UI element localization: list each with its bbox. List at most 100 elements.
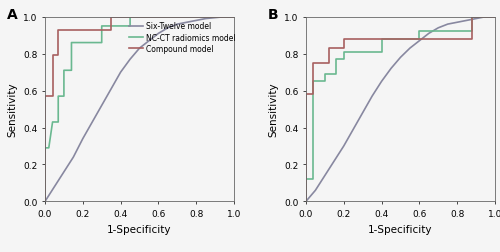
Line: Six-Twelve model: Six-Twelve model [306,18,495,202]
Six-Twelve model [360,112,366,115]
Six-Twelve model [52,185,58,188]
Six-Twelve model [426,33,432,36]
Compound model [108,16,114,19]
Compound model [340,38,346,41]
X-axis label: 1-Specificity: 1-Specificity [368,224,432,234]
Six-Twelve model [454,22,460,25]
Six-Twelve model [322,174,328,177]
NC-CT radiomics model [322,80,328,83]
Six-Twelve model [340,145,346,148]
Six-Twelve model [202,18,208,21]
NC-CT radiomics model [492,16,498,19]
Six-Twelve model [464,20,469,23]
Six-Twelve model [369,95,375,98]
Compound model [55,29,61,32]
Six-Twelve model [90,121,96,124]
Six-Twelve model [146,40,152,43]
NC-CT radiomics model [340,58,346,61]
Six-Twelve model [416,40,422,43]
Line: Six-Twelve model: Six-Twelve model [45,18,234,202]
NC-CT radiomics model [98,25,104,28]
Six-Twelve model [156,33,162,36]
Six-Twelve model [118,71,124,74]
NC-CT radiomics model [68,70,74,73]
Compound model [42,95,48,98]
Six-Twelve model [312,189,318,192]
Six-Twelve model [174,23,180,26]
Six-Twelve model [165,27,171,30]
Six-Twelve model [184,22,190,25]
Six-Twelve model [398,57,404,60]
Compound model [326,47,332,50]
NC-CT radiomics model [470,31,476,34]
Six-Twelve model [231,16,237,19]
NC-CT radiomics model [322,73,328,76]
Y-axis label: Sensitivity: Sensitivity [8,82,18,137]
Compound model [55,55,61,58]
Line: Compound model: Compound model [45,18,234,202]
Six-Twelve model [61,171,67,174]
Six-Twelve model [388,68,394,71]
Compound model [108,29,114,32]
NC-CT radiomics model [127,16,133,19]
NC-CT radiomics model [303,200,309,203]
Compound model [231,16,237,19]
NC-CT radiomics model [340,51,346,54]
Six-Twelve model [473,18,479,21]
Compound model [470,16,476,19]
Six-Twelve model [127,58,133,61]
NC-CT radiomics model [50,121,56,124]
Compound model [303,93,309,97]
NC-CT radiomics model [68,42,74,45]
NC-CT radiomics model [42,147,48,150]
Six-Twelve model [492,16,498,19]
Compound model [136,16,142,19]
Line: Compound model: Compound model [306,18,495,202]
Six-Twelve model [332,160,338,163]
NC-CT radiomics model [416,31,422,34]
Y-axis label: Sensitivity: Sensitivity [268,82,278,137]
Six-Twelve model [194,20,200,23]
NC-CT radiomics model [416,38,422,41]
Six-Twelve model [444,23,450,26]
NC-CT radiomics model [310,178,316,181]
NC-CT radiomics model [46,147,52,150]
Text: A: A [7,8,18,22]
Compound model [340,47,346,50]
Six-Twelve model [482,16,488,19]
NC-CT radiomics model [378,51,384,54]
Compound model [50,95,56,98]
NC-CT radiomics model [61,95,67,98]
Six-Twelve model [108,88,114,91]
NC-CT radiomics model [303,178,309,181]
Legend: Six-Twelve model, NC-CT radiomics model, Compound model: Six-Twelve model, NC-CT radiomics model,… [128,21,236,54]
NC-CT radiomics model [470,16,476,19]
Compound model [492,16,498,19]
NC-CT radiomics model [61,70,67,73]
NC-CT radiomics model [98,42,104,45]
Six-Twelve model [378,80,384,83]
NC-CT radiomics model [42,200,48,203]
NC-CT radiomics model [55,121,61,124]
Text: B: B [268,8,278,22]
NC-CT radiomics model [310,80,316,83]
Compound model [55,42,61,45]
Line: NC-CT radiomics model: NC-CT radiomics model [45,18,234,202]
Six-Twelve model [98,104,104,107]
Compound model [470,38,476,41]
Six-Twelve model [70,156,76,159]
Compound model [326,62,332,65]
Compound model [310,62,316,65]
NC-CT radiomics model [378,38,384,41]
Six-Twelve model [136,47,142,50]
Compound model [50,55,56,58]
NC-CT radiomics model [55,95,61,98]
Six-Twelve model [303,200,309,203]
NC-CT radiomics model [127,25,133,28]
Compound model [42,200,48,203]
NC-CT radiomics model [333,73,339,76]
Compound model [136,16,142,19]
NC-CT radiomics model [333,58,339,61]
Compound model [310,93,316,97]
X-axis label: 1-Specificity: 1-Specificity [108,224,172,234]
